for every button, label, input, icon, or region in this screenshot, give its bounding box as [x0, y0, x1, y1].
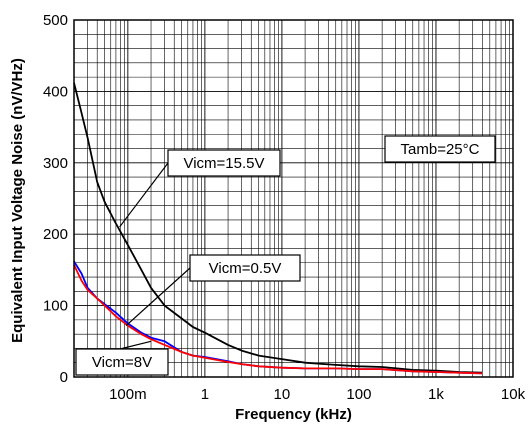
y-tick-label: 300	[43, 155, 68, 172]
plot-frame	[73, 19, 514, 378]
y-tick-label: 200	[43, 226, 68, 243]
annotation-box	[75, 348, 169, 376]
annotation-leader	[119, 340, 152, 350]
x-tick-label: 100m	[109, 386, 147, 403]
annotation-label: Tamb=25°C	[401, 141, 480, 158]
x-tick-label: 1	[201, 386, 209, 403]
annotations: Tamb=25°C Vicm=15.5V Vicm=0.5V Vicm=8V	[75, 135, 496, 376]
grid	[74, 20, 513, 377]
y-tick-label: 400	[43, 83, 68, 100]
annotation-box	[189, 254, 301, 282]
annotation-label: Vicm=8V	[92, 354, 152, 371]
series-line	[73, 264, 483, 375]
x-tick-label: 10k	[501, 386, 526, 403]
y-tick-labels: 0 100 200 300 400 500	[43, 12, 68, 386]
y-tick-label: 100	[43, 298, 68, 315]
y-axis-label: Equivalent Input Voltage Noise (nV/VHz)	[9, 58, 26, 343]
annotation-leader	[125, 267, 191, 327]
x-tick-label: 100	[346, 386, 371, 403]
y-tick-label: 500	[43, 12, 68, 29]
x-tick-label: 1k	[428, 386, 444, 403]
annotation-leader	[119, 162, 169, 228]
x-axis-label: Frequency (kHz)	[235, 406, 352, 423]
annotation-box	[167, 149, 281, 177]
annotation-label: Vicm=0.5V	[209, 260, 282, 277]
annotation-label: Vicm=15.5V	[183, 155, 264, 172]
series-line	[73, 82, 483, 374]
series-lines	[73, 82, 483, 375]
x-tick-label: 10	[274, 386, 291, 403]
annotation-box	[384, 135, 496, 163]
y-tick-label: 0	[60, 369, 68, 386]
x-tick-labels: 100m 1 10 100 1k 10k	[109, 386, 526, 403]
